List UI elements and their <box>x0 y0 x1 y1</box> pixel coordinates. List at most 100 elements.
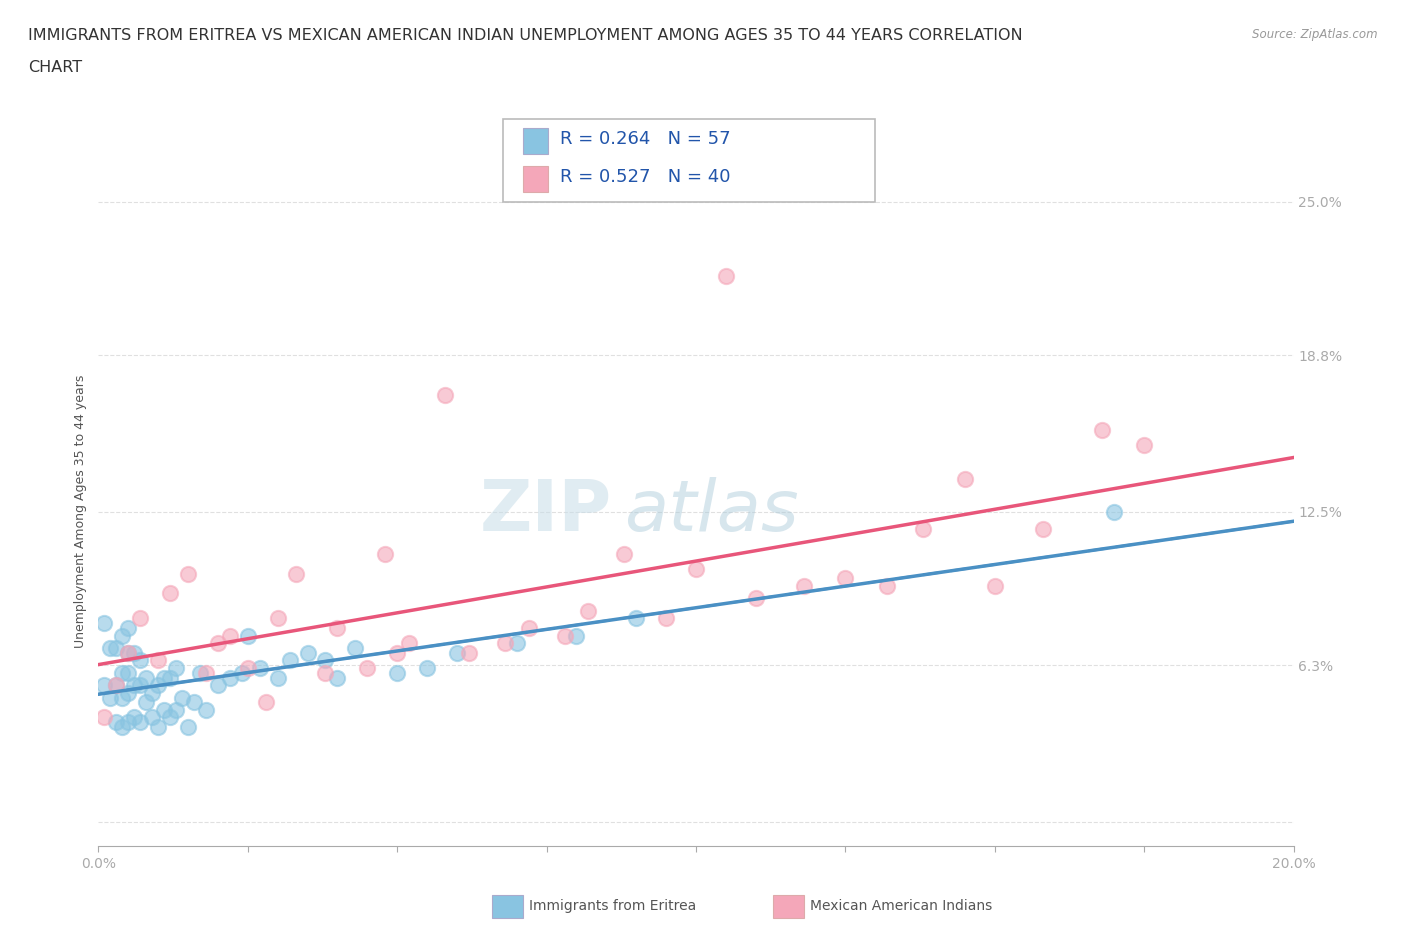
Point <box>416 660 439 675</box>
Point <box>207 678 229 693</box>
Point <box>284 566 307 581</box>
Point <box>165 702 187 717</box>
Point <box>385 645 409 660</box>
Point <box>135 671 157 685</box>
Point <box>374 546 396 561</box>
Point <box>326 671 349 685</box>
Point <box>398 635 420 650</box>
Point <box>111 720 134 735</box>
Point <box>177 566 200 581</box>
Point <box>745 591 768 605</box>
Point <box>219 628 242 643</box>
Text: IMMIGRANTS FROM ERITREA VS MEXICAN AMERICAN INDIAN UNEMPLOYMENT AMONG AGES 35 TO: IMMIGRANTS FROM ERITREA VS MEXICAN AMERI… <box>28 28 1022 43</box>
Point <box>1032 522 1054 537</box>
Point <box>105 678 128 693</box>
Point <box>117 620 139 635</box>
Point <box>117 715 139 730</box>
Point <box>194 665 218 680</box>
Point <box>1104 504 1126 519</box>
Point <box>135 695 157 710</box>
Point <box>153 671 176 685</box>
Point <box>326 620 349 635</box>
Point <box>517 620 540 635</box>
Point <box>117 685 139 700</box>
Point <box>267 671 290 685</box>
Point <box>315 653 337 668</box>
Point <box>554 628 576 643</box>
Y-axis label: Unemployment Among Ages 35 to 44 years: Unemployment Among Ages 35 to 44 years <box>75 375 87 648</box>
Point <box>236 660 259 675</box>
Point <box>207 635 229 650</box>
Point <box>129 653 152 668</box>
Point <box>129 715 152 730</box>
Point <box>254 695 277 710</box>
Point <box>714 269 737 284</box>
Point <box>219 671 242 685</box>
Point <box>105 678 128 693</box>
Point <box>159 671 181 685</box>
Point <box>148 653 170 668</box>
Point <box>93 710 115 724</box>
Point <box>153 702 176 717</box>
Point <box>624 611 647 626</box>
Point <box>458 645 481 660</box>
Point <box>685 561 707 576</box>
Point <box>141 685 163 700</box>
Point <box>117 645 139 660</box>
Point <box>278 653 301 668</box>
Point <box>93 678 115 693</box>
Point <box>578 604 600 618</box>
Point <box>93 616 115 631</box>
Point <box>111 628 134 643</box>
Point <box>911 522 934 537</box>
Point <box>111 665 134 680</box>
Point <box>129 611 152 626</box>
Point <box>183 695 205 710</box>
Point <box>249 660 271 675</box>
Text: Source: ZipAtlas.com: Source: ZipAtlas.com <box>1253 28 1378 41</box>
Point <box>267 611 290 626</box>
Point <box>1091 422 1114 437</box>
Point <box>236 628 259 643</box>
Point <box>105 715 128 730</box>
Point <box>124 645 146 660</box>
Point <box>194 702 218 717</box>
Point <box>177 720 200 735</box>
Point <box>506 635 529 650</box>
Text: R = 0.527   N = 40: R = 0.527 N = 40 <box>560 167 730 186</box>
Point <box>98 641 122 656</box>
Point <box>148 678 170 693</box>
Point <box>111 690 134 705</box>
Point <box>148 720 170 735</box>
Text: atlas: atlas <box>624 477 799 546</box>
Point <box>1133 437 1156 452</box>
Point <box>315 665 337 680</box>
Point <box>565 628 588 643</box>
Point <box>494 635 516 650</box>
Point <box>793 578 815 593</box>
Point <box>105 641 128 656</box>
Point <box>124 710 146 724</box>
Point <box>159 710 181 724</box>
Point <box>344 641 367 656</box>
Point <box>953 472 976 486</box>
Point <box>172 690 194 705</box>
Point <box>876 578 898 593</box>
Point <box>141 710 163 724</box>
Text: Immigrants from Eritrea: Immigrants from Eritrea <box>529 898 696 913</box>
Point <box>231 665 253 680</box>
Point <box>356 660 378 675</box>
Point <box>117 665 139 680</box>
Text: Mexican American Indians: Mexican American Indians <box>810 898 993 913</box>
Point <box>165 660 187 675</box>
Point <box>98 690 122 705</box>
Point <box>129 678 152 693</box>
Point <box>446 645 468 660</box>
Point <box>117 645 139 660</box>
Point <box>124 678 146 693</box>
Point <box>434 388 457 403</box>
Text: ZIP: ZIP <box>479 477 612 546</box>
Point <box>385 665 409 680</box>
Point <box>613 546 636 561</box>
Text: CHART: CHART <box>28 60 82 75</box>
